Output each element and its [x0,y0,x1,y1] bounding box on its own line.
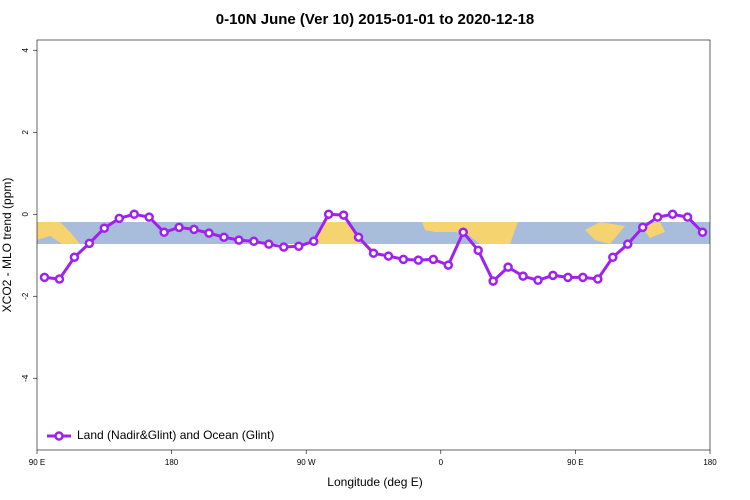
point [338,210,349,220]
point [368,248,379,258]
x-tick-label: 0 [439,458,444,467]
point [443,260,454,270]
point [667,209,678,219]
point [697,227,708,238]
point [114,213,125,224]
x-tick-label: 180 [165,458,179,467]
y-tick-label: 4 [21,47,30,52]
y-tick-label: -4 [21,374,30,382]
map-band [37,222,710,244]
chart-title: 0-10N June (Ver 10) 2015-01-01 to 2020-1… [216,11,535,28]
y-tick-label: 0 [21,211,30,216]
point [458,227,468,238]
point [608,252,618,263]
point [69,252,80,263]
land [422,222,518,244]
plot-box [36,39,711,451]
point [518,271,528,281]
point [144,212,154,222]
x-tick-label: 90 E [29,458,45,467]
point [293,241,304,251]
x-tick-label: 90 W [297,458,316,467]
point [249,236,259,247]
point [428,254,439,265]
point [99,223,110,233]
point [533,275,543,286]
point [622,239,633,249]
land [37,222,80,244]
y-tick-label: -2 [21,292,30,300]
point [398,254,409,265]
point [39,272,50,283]
land [315,222,360,244]
point [84,238,95,249]
point [129,209,139,219]
x-tick-label: 180 [703,458,717,467]
land [585,222,625,244]
point [488,276,498,286]
y-axis-label: XCO2 - MLO trend (ppm) [0,178,14,313]
point [682,212,693,222]
point [637,222,648,233]
point [323,209,334,219]
point [159,227,169,238]
point [308,236,319,247]
point [174,222,184,233]
point [563,272,573,283]
point [353,232,364,242]
point [219,232,229,242]
legend-label: Land (Nadir&Glint) and Ocean (Glint) [77,428,274,442]
ocean-band [37,222,710,244]
point [413,255,424,265]
point [234,235,244,245]
y-tick-label: 2 [21,129,30,134]
point [189,224,199,235]
point [279,242,289,252]
point [54,274,65,284]
point [652,212,663,222]
legend-marker [54,431,64,441]
point [473,245,483,256]
point [204,228,214,238]
point [264,239,274,249]
point [578,272,588,283]
x-tick-label: 90 E [567,458,583,467]
point [383,251,394,261]
point [503,262,513,272]
point [593,274,603,284]
point [548,270,558,281]
x-axis-label: Longitude (deg E) [327,475,422,489]
